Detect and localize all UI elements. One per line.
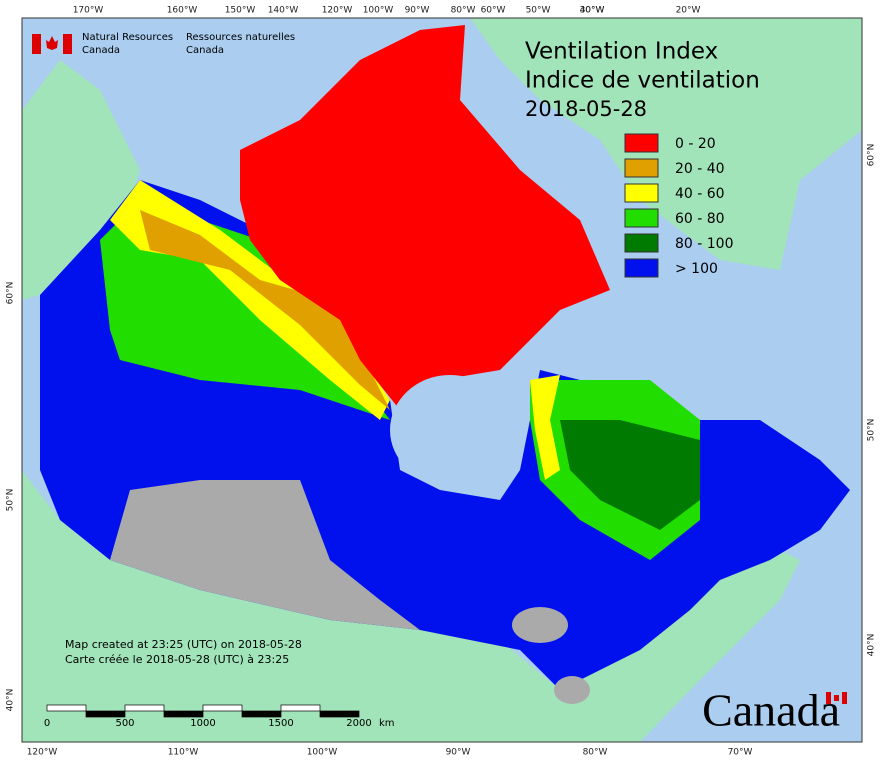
- agency-en: Canada: [82, 45, 120, 56]
- latitude-label: 50°N: [6, 489, 16, 512]
- legend-label: 80 - 100: [675, 236, 734, 252]
- wordmark: Canada: [702, 685, 840, 736]
- legend-label: 60 - 80: [675, 211, 725, 227]
- legend-label: 20 - 40: [675, 161, 725, 177]
- longitude-label: 70°W: [728, 748, 753, 758]
- longitude-label: 170°W: [73, 6, 104, 16]
- longitude-label: 60°W: [481, 6, 506, 16]
- scale-segment: [319, 710, 360, 718]
- longitude-label: 110°W: [168, 748, 199, 758]
- latitude-label: 40°N: [6, 689, 16, 712]
- legend-swatch: [624, 233, 659, 253]
- legend-swatch: [624, 208, 659, 228]
- legend-swatch: [624, 258, 659, 278]
- longitude-label: 150°W: [225, 6, 256, 16]
- latitude-label: 50°N: [867, 419, 877, 442]
- map-frame: [21, 17, 863, 743]
- legend-swatch: [624, 158, 659, 178]
- note: Carte créée le 2018-05-28 (UTC) à 23:25: [65, 653, 289, 666]
- logo: [32, 34, 72, 54]
- flag: [826, 692, 847, 704]
- ventilation-areas: [40, 25, 850, 704]
- agency-en: Natural Resources: [82, 32, 173, 43]
- longitude-label: 90°W: [446, 748, 471, 758]
- scale-label: 500: [115, 718, 134, 729]
- legend-swatch: [624, 133, 659, 153]
- title-fr: Indice de ventilation: [525, 68, 760, 94]
- note: Map created at 23:25 (UTC) on 2018-05-28: [65, 638, 302, 651]
- longitude-label: 30°W: [580, 6, 605, 16]
- agency-fr: Ressources naturelles: [186, 32, 295, 43]
- scale-unit: km: [379, 718, 395, 729]
- scale-label: 1000: [190, 718, 215, 729]
- scale-segment: [202, 704, 243, 712]
- longitude-label: 50°W: [526, 6, 551, 16]
- legend-swatch: [624, 183, 659, 203]
- latitude-label: 40°N: [867, 634, 877, 657]
- longitude-label: 100°W: [363, 6, 394, 16]
- scale-segment: [280, 704, 321, 712]
- longitude-label: 20°W: [676, 6, 701, 16]
- longitude-label: 100°W: [307, 748, 338, 758]
- title-date: 2018-05-28: [525, 97, 647, 121]
- longitude-label: 120°W: [27, 748, 58, 758]
- latitude-label: 60°N: [867, 144, 877, 167]
- longitude-label: 80°W: [451, 6, 476, 16]
- longitude-label: 160°W: [167, 6, 198, 16]
- legend-label: > 100: [675, 261, 718, 277]
- scale-label: 2000: [346, 718, 371, 729]
- scale-segment: [124, 704, 165, 712]
- longitude-label: 40°W: [580, 6, 605, 16]
- legend-label: 40 - 60: [675, 186, 725, 202]
- scale-label: 0: [44, 718, 50, 729]
- longitude-label: 140°W: [268, 6, 299, 16]
- latitude-label: 60°N: [6, 282, 16, 305]
- scale-segment: [163, 710, 204, 718]
- longitude-label: 120°W: [322, 6, 353, 16]
- legend-label: 0 - 20: [675, 136, 716, 152]
- agency-fr: Canada: [186, 45, 224, 56]
- scale-segment: [241, 710, 282, 718]
- title-en: Ventilation Index: [525, 39, 718, 65]
- scale-segment: [46, 704, 87, 712]
- foreign-land: [22, 18, 862, 742]
- longitude-label: 80°W: [583, 748, 608, 758]
- longitude-label: 90°W: [405, 6, 430, 16]
- scale-segment: [85, 710, 126, 718]
- scale-label: 1500: [268, 718, 293, 729]
